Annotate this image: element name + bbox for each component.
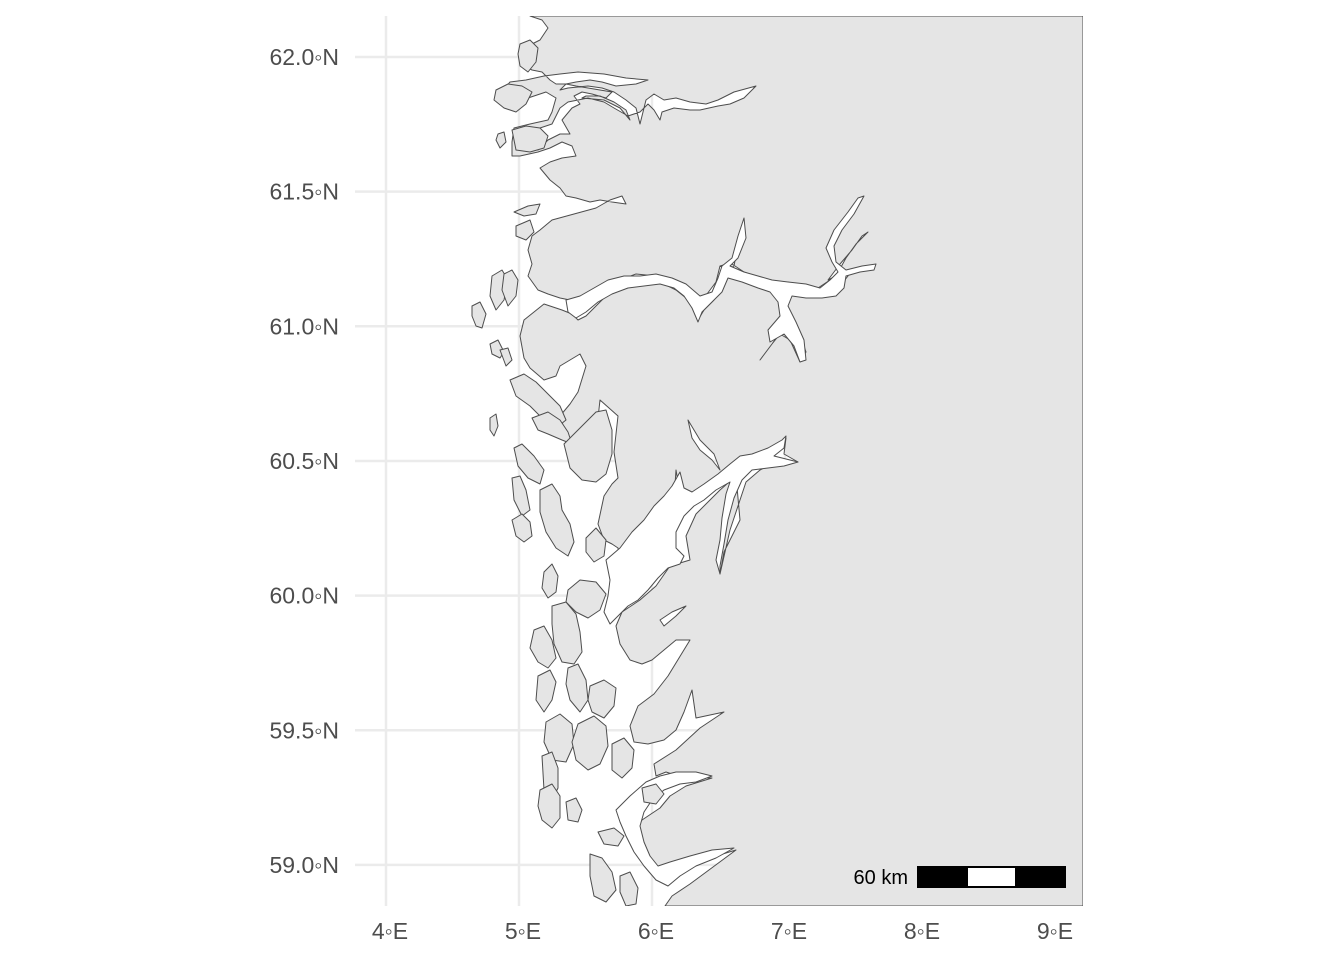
- island: [543, 713, 575, 763]
- scale-bar-label: 60 km: [854, 867, 908, 889]
- latitude-tick-label: 60.5◦N: [269, 448, 339, 474]
- scale-bar-segment: [966, 866, 1017, 888]
- island: [563, 409, 613, 483]
- latitude-tick-label: 60.0◦N: [269, 583, 339, 609]
- island: [571, 715, 609, 771]
- latitude-tick-label: 61.5◦N: [269, 179, 339, 205]
- latitude-axis-labels: 62.0◦N 61.5◦N 61.0◦N 60.5◦N 60.0◦N 59.5◦N 59.0…: [269, 44, 339, 878]
- island: [587, 679, 617, 719]
- island: [495, 131, 507, 149]
- island: [611, 737, 635, 779]
- scale-bar: 60 km: [854, 866, 1066, 889]
- longitude-tick-label: 7◦E: [771, 918, 807, 944]
- sognefjord-channel: [565, 195, 877, 363]
- coastal-islands: [471, 39, 665, 906]
- latitude-tick-label: 59.0◦N: [269, 852, 339, 878]
- island: [537, 783, 561, 829]
- hardangerfjord-channel: [603, 435, 799, 625]
- island: [585, 527, 607, 563]
- island: [535, 669, 557, 713]
- land-layer: [471, 16, 1083, 906]
- longitude-tick-label: 6◦E: [638, 918, 674, 944]
- island: [541, 563, 559, 599]
- island: [565, 663, 589, 713]
- island: [489, 413, 499, 437]
- island: [511, 125, 549, 153]
- island: [539, 483, 575, 557]
- scale-bar-segments: [917, 866, 1066, 888]
- island: [471, 301, 487, 329]
- longitude-tick-label: 8◦E: [904, 918, 940, 944]
- longitude-axis-labels: 4◦E 5◦E 6◦E 7◦E 8◦E 9◦E: [372, 918, 1073, 944]
- latitude-tick-label: 61.0◦N: [269, 313, 339, 339]
- island: [589, 853, 617, 903]
- island: [529, 625, 557, 669]
- island: [501, 269, 519, 307]
- scale-bar-segment: [1015, 866, 1066, 888]
- island: [513, 443, 545, 485]
- latitude-tick-label: 62.0◦N: [269, 44, 339, 70]
- island: [511, 513, 533, 543]
- latitude-tick-label: 59.5◦N: [269, 717, 339, 743]
- longitude-tick-label: 4◦E: [372, 918, 408, 944]
- scale-bar-segment: [917, 866, 968, 888]
- island: [493, 83, 533, 113]
- island: [551, 601, 583, 665]
- island: [597, 827, 625, 847]
- island: [565, 797, 583, 823]
- island: [517, 39, 539, 73]
- island: [515, 219, 535, 241]
- island: [513, 203, 541, 217]
- longitude-tick-label: 9◦E: [1037, 918, 1073, 944]
- longitude-tick-label: 5◦E: [505, 918, 541, 944]
- island: [641, 783, 665, 805]
- island: [619, 871, 639, 906]
- island: [499, 347, 513, 367]
- island: [511, 475, 531, 517]
